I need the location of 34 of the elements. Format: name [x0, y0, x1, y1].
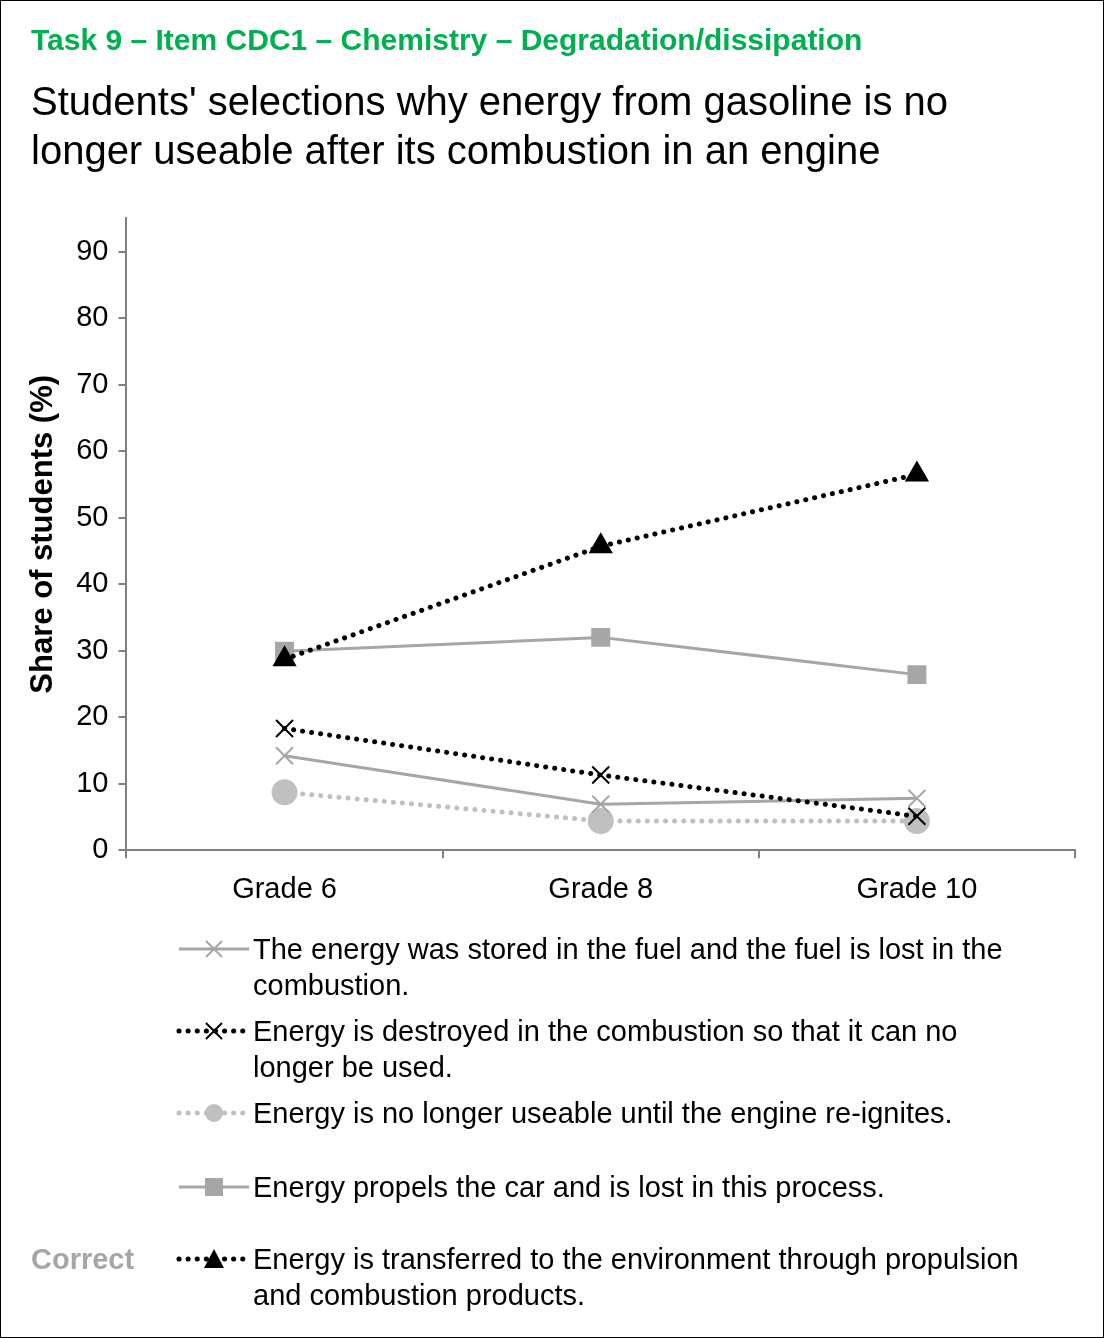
point	[591, 765, 611, 785]
point	[907, 788, 927, 808]
x-tick-label: Grade 10	[856, 871, 978, 904]
legend-label: Energy is transferred to the environment through propulsion and combustion products.	[253, 1242, 1020, 1313]
y-tick-label: 70	[76, 366, 109, 399]
y-tick-label: 40	[76, 566, 109, 599]
point	[275, 719, 295, 738]
legend-label: Energy is no longer useable until the engine re-ignites.	[253, 1096, 954, 1131]
point	[271, 779, 298, 806]
legend-label: Energy propels the car and is lost in this process.	[253, 1170, 886, 1205]
y-tick-label: 60	[76, 433, 109, 466]
y-tick-label: 0	[92, 832, 109, 865]
x-tick-label: Grade 8	[548, 871, 654, 904]
point	[587, 807, 614, 834]
legend-label: Energy is destroyed in the combustion so that it can no longer be used.	[253, 1014, 959, 1085]
y-tick-label: 10	[76, 765, 109, 798]
point	[591, 794, 611, 814]
chart-subtitle: Students' selections why energy from gasoline is no longer useable after its combustion in an engine	[31, 78, 949, 174]
legend-label: The energy was stored in the fuel and the fuel is lost in the combustion.	[253, 932, 1004, 1003]
point	[273, 646, 296, 667]
text: Correct	[31, 1242, 135, 1277]
y-tick-label: 30	[76, 632, 109, 665]
point	[907, 665, 927, 685]
y-tick-label: 90	[76, 233, 109, 266]
y-axis-title: Share of students (%)	[24, 374, 60, 694]
point	[275, 746, 295, 766]
point	[905, 461, 929, 482]
y-tick-label: 50	[76, 499, 109, 532]
y-tick-label: 80	[76, 300, 109, 333]
point	[589, 533, 613, 554]
point	[591, 627, 611, 647]
y-tick-label: 20	[76, 699, 109, 732]
x-tick-label: Grade 6	[232, 871, 337, 904]
chart-title: Task 9 – Item CDC1 – Chemistry – Degradation/dissipation	[31, 23, 863, 57]
